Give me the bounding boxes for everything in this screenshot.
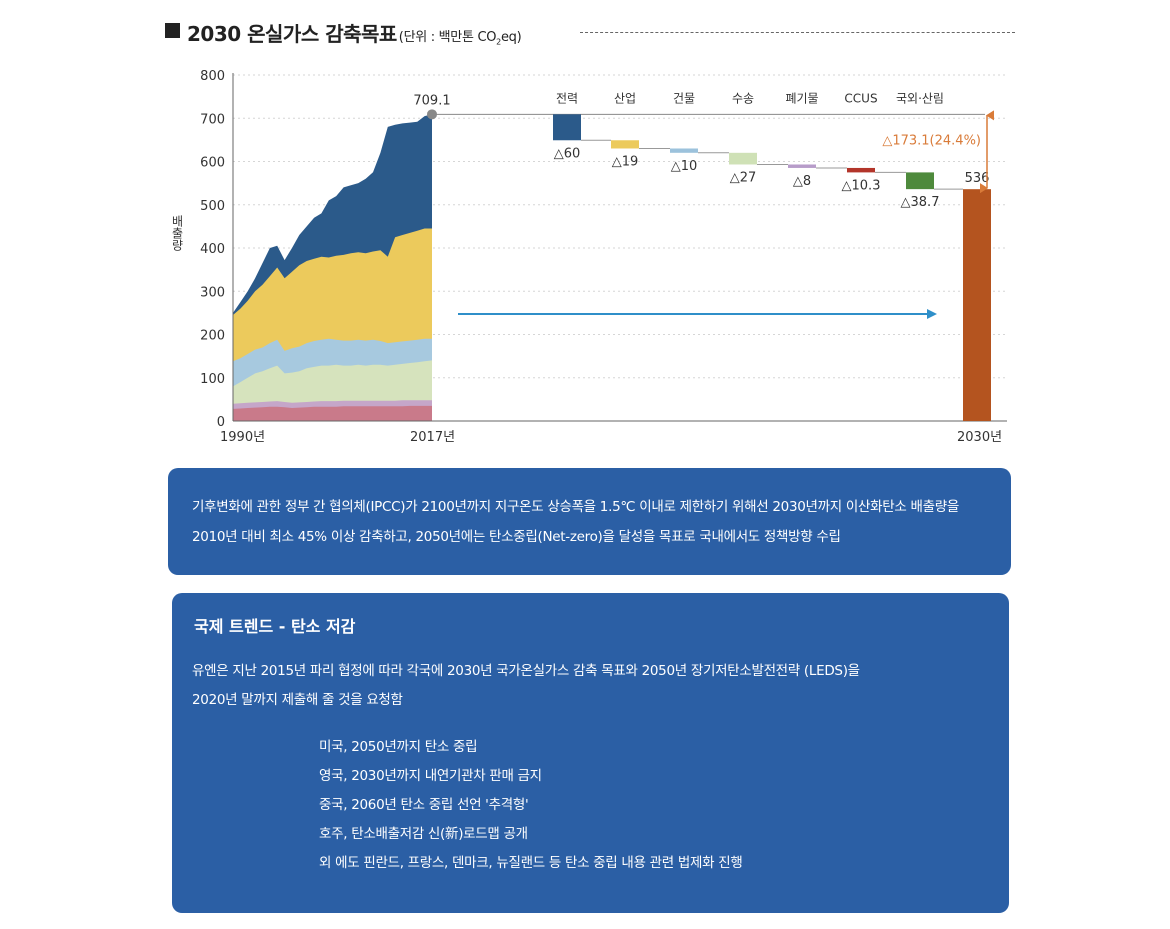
page-title: 2030 온실가스 감축목표 (단위 : 백만톤 CO2eq)	[187, 18, 522, 47]
trend-box: 국제 트렌드 - 탄소 저감 유엔은 지난 2015년 파리 협정에 따라 각국…	[172, 593, 1009, 913]
start-value-label: 709.1	[413, 93, 450, 108]
grid-lines	[233, 74, 1007, 379]
title-square-icon	[165, 23, 180, 38]
reduction-bar	[729, 152, 757, 165]
y-tick-label: 200	[200, 329, 225, 344]
category-label: 건물	[673, 91, 695, 105]
info-line-2: 2010년 대비 최소 45% 이상 감축하고, 2050년에는 탄소중립(Ne…	[192, 529, 841, 545]
title-divider	[580, 32, 1015, 33]
target-bar	[963, 189, 991, 421]
title-row: 2030 온실가스 감축목표 (단위 : 백만톤 CO2eq)	[165, 18, 1015, 50]
x-tick-label: 2030년	[957, 430, 1002, 445]
waterfall-series: 709.1 전력 △60 산업 △19 건물 △10 수송 △27 폐기물 △8 CCUS △10.3 국…	[413, 91, 994, 421]
area-other	[233, 405, 432, 421]
category-label: 산업	[614, 91, 636, 105]
y-tick-label: 800	[200, 69, 225, 84]
reduction-bar	[788, 164, 816, 168]
list-item: 중국, 2060년 탄소 중립 선언 '추격형'	[319, 797, 529, 813]
category-label: 전력	[556, 91, 578, 105]
unit-suffix: eq)	[500, 30, 522, 45]
y-tick-label: 0	[217, 415, 225, 430]
list-item: 미국, 2050년까지 탄소 중립	[319, 739, 478, 755]
area-series	[233, 114, 432, 422]
reduction-label: △10	[671, 159, 698, 174]
category-label: 수송	[732, 91, 754, 105]
y-axis-label: 배출량	[170, 215, 184, 251]
trend-body-2: 2020년 말까지 제출해 줄 것을 요청함	[192, 692, 403, 708]
trend-list: 미국, 2050년까지 탄소 중립 영국, 2030년까지 내연기관차 판매 금…	[319, 733, 743, 878]
reduction-bar	[611, 140, 639, 149]
reduction-label: △19	[612, 154, 639, 169]
title-unit: (단위 : 백만톤 CO2eq)	[398, 30, 522, 47]
list-item: 호주, 탄소배출저감 신(新)로드맵 공개	[319, 826, 528, 842]
category-label: 국외·산림	[896, 91, 944, 105]
target-value-label: 536	[965, 171, 990, 186]
reduction-label: △10.3	[842, 178, 881, 193]
info-box: 기후변화에 관한 정부 간 협의체(IPCC)가 2100년까지 지구온도 상승…	[168, 468, 1011, 575]
reduction-bar	[906, 172, 934, 190]
reduction-label: △8	[793, 174, 811, 189]
reduction-bar	[847, 167, 875, 173]
reduction-bar	[553, 114, 581, 141]
y-tick-label: 300	[200, 285, 225, 300]
y-tick-label: 600	[200, 156, 225, 171]
x-tick-label: 1990년	[220, 430, 265, 445]
y-tick-label: 100	[200, 372, 225, 387]
reduction-label: △38.7	[901, 195, 940, 210]
category-label: 폐기물	[785, 91, 818, 105]
emissions-chart: 0 100 200 300 400 500 600 700 800 배출량 1990년 2017년 20…	[170, 69, 1007, 445]
trend-body-1: 유엔은 지난 2015년 파리 협정에 따라 각국에 2030년 국가온실가스 …	[192, 663, 860, 679]
reduction-bar	[670, 148, 698, 153]
category-label: CCUS	[844, 91, 877, 105]
y-tick-label: 500	[200, 199, 225, 214]
y-tick-label: 700	[200, 112, 225, 127]
title-text: 2030 온실가스 감축목표	[187, 22, 397, 46]
axes: 0 100 200 300 400 500 600 700 800 배출량 1990년 2017년 20…	[170, 69, 1007, 445]
reduction-label: △27	[730, 170, 757, 185]
total-reduction-label: △173.1(24.4%)	[882, 133, 981, 148]
y-tick-label: 400	[200, 242, 225, 257]
list-item: 영국, 2030년까지 내연기관차 판매 금지	[319, 768, 542, 784]
list-item: 외 에도 핀란드, 프랑스, 덴마크, 뉴질랜드 등 탄소 중립 내용 관련 법…	[319, 855, 743, 871]
unit-prefix: (단위 : 백만톤 CO	[398, 30, 497, 45]
x-tick-label: 2017년	[410, 430, 455, 445]
unit-sub: 2	[496, 37, 501, 47]
info-line-1: 기후변화에 관한 정부 간 협의체(IPCC)가 2100년까지 지구온도 상승…	[192, 499, 959, 515]
trend-heading: 국제 트렌드 - 탄소 저감	[194, 617, 356, 636]
reduction-label: △60	[554, 146, 581, 161]
